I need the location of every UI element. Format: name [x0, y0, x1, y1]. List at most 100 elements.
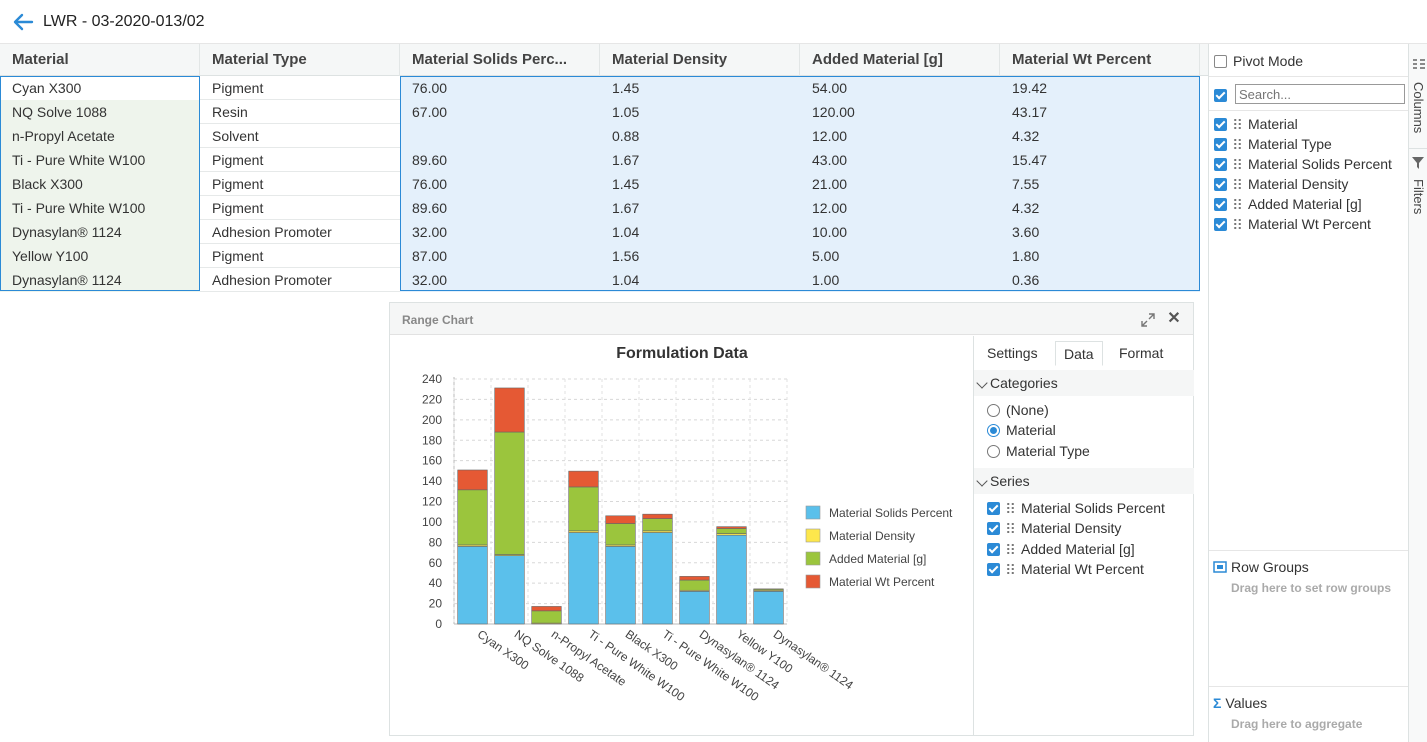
column-header-material[interactable]: Material: [0, 44, 200, 76]
cell-material-type[interactable]: Resin: [212, 104, 248, 120]
cell-material-type[interactable]: Pigment: [212, 152, 264, 168]
cell-wt[interactable]: 15.47: [1000, 148, 1200, 172]
cell-density[interactable]: 1.05: [600, 100, 800, 124]
cell-material[interactable]: Cyan X300: [0, 76, 200, 100]
cell-wt[interactable]: 19.42: [1000, 76, 1200, 100]
cell-material[interactable]: Ti - Pure White W100: [0, 148, 200, 172]
cell-material-type[interactable]: Pigment: [212, 248, 264, 264]
categories-group-header[interactable]: Categories: [974, 370, 1194, 396]
cell-density[interactable]: 1.04: [600, 268, 800, 292]
cell-density[interactable]: 1.04: [600, 220, 800, 244]
cell-added[interactable]: 54.00: [800, 76, 1000, 100]
drag-handle-icon[interactable]: [1233, 198, 1242, 210]
cell-material-type[interactable]: Adhesion Promoter: [212, 224, 332, 240]
cell-material[interactable]: Ti - Pure White W100: [0, 196, 200, 220]
cell-solids[interactable]: 67.00: [400, 100, 600, 124]
drag-handle-icon[interactable]: [1006, 502, 1015, 514]
table-row[interactable]: Ti - Pure White W100 Pigment 89.60 1.67 12.0…: [0, 196, 1200, 220]
series-option[interactable]: Added Material [g]: [987, 541, 1135, 557]
cell-wt[interactable]: 0.36: [1000, 268, 1200, 292]
cell-wt[interactable]: 3.60: [1000, 220, 1200, 244]
tab-format[interactable]: Format: [1119, 345, 1164, 361]
drag-handle-icon[interactable]: [1233, 138, 1242, 150]
columns-side-tab[interactable]: Columns: [1409, 52, 1427, 144]
row-groups-drop-zone[interactable]: Row Groups Drag here to set row groups: [1209, 550, 1409, 686]
cell-added[interactable]: 21.00: [800, 172, 1000, 196]
drag-handle-icon[interactable]: [1233, 178, 1242, 190]
cell-added[interactable]: 1.00: [800, 268, 1000, 292]
cell-solids[interactable]: 89.60: [400, 196, 600, 220]
tab-data[interactable]: Data: [1055, 341, 1103, 366]
cell-density[interactable]: 1.45: [600, 172, 800, 196]
column-toggle-solids[interactable]: Material Solids Percent: [1214, 156, 1392, 172]
table-row[interactable]: Dynasylan® 1124 Adhesion Promoter 32.00 1.0…: [0, 220, 1200, 244]
cell-material[interactable]: NQ Solve 1088: [0, 100, 200, 124]
column-toggle-added[interactable]: Added Material [g]: [1214, 196, 1362, 212]
cell-material-type[interactable]: Pigment: [212, 200, 264, 216]
column-toggle-density[interactable]: Material Density: [1214, 176, 1348, 192]
cell-added[interactable]: 12.00: [800, 196, 1000, 220]
close-icon[interactable]: ✕: [1167, 310, 1181, 327]
column-toggle-material[interactable]: Material: [1214, 116, 1298, 132]
column-header-wt-percent[interactable]: Material Wt Percent: [1000, 44, 1200, 76]
column-header-solids[interactable]: Material Solids Perc...: [400, 44, 600, 76]
cell-solids[interactable]: 87.00: [400, 244, 600, 268]
cell-material[interactable]: Dynasylan® 1124: [0, 220, 200, 244]
series-group-header[interactable]: Series: [974, 468, 1194, 494]
cell-added[interactable]: 120.00: [800, 100, 1000, 124]
column-toggle-material-type[interactable]: Material Type: [1214, 136, 1332, 152]
category-option-material-type[interactable]: Material Type: [987, 443, 1090, 459]
cell-wt[interactable]: 4.32: [1000, 196, 1200, 220]
cell-material[interactable]: Dynasylan® 1124: [0, 268, 200, 292]
cell-solids[interactable]: 89.60: [400, 148, 600, 172]
cell-wt[interactable]: 43.17: [1000, 100, 1200, 124]
drag-handle-icon[interactable]: [1233, 118, 1242, 130]
select-all-columns[interactable]: [1214, 87, 1233, 103]
cell-solids[interactable]: [400, 124, 600, 148]
back-arrow-icon[interactable]: [12, 13, 34, 31]
drag-handle-icon[interactable]: [1006, 563, 1015, 575]
cell-added[interactable]: 12.00: [800, 124, 1000, 148]
cell-density[interactable]: 0.88: [600, 124, 800, 148]
table-row[interactable]: Ti - Pure White W100 Pigment 89.60 1.67 43.0…: [0, 148, 1200, 172]
expand-icon[interactable]: [1140, 312, 1156, 328]
cell-wt[interactable]: 1.80: [1000, 244, 1200, 268]
cell-solids[interactable]: 32.00: [400, 220, 600, 244]
tab-settings[interactable]: Settings: [987, 345, 1038, 361]
cell-material-type[interactable]: Pigment: [212, 80, 264, 96]
category-option-none[interactable]: (None): [987, 402, 1049, 418]
column-search-input[interactable]: [1235, 84, 1405, 104]
cell-density[interactable]: 1.67: [600, 196, 800, 220]
cell-added[interactable]: 5.00: [800, 244, 1000, 268]
series-option[interactable]: Material Density: [987, 520, 1121, 536]
cell-material-type[interactable]: Solvent: [212, 128, 259, 144]
cell-material[interactable]: Black X300: [0, 172, 200, 196]
drag-handle-icon[interactable]: [1233, 158, 1242, 170]
cell-solids[interactable]: 76.00: [400, 172, 600, 196]
cell-solids[interactable]: 76.00: [400, 76, 600, 100]
values-drop-zone[interactable]: Σ Values Drag here to aggregate: [1209, 686, 1409, 742]
column-header-added[interactable]: Added Material [g]: [800, 44, 1000, 76]
column-header-material-type[interactable]: Material Type: [200, 44, 400, 76]
drag-handle-icon[interactable]: [1006, 522, 1015, 534]
column-toggle-wt-percent[interactable]: Material Wt Percent: [1214, 216, 1371, 232]
table-row[interactable]: Dynasylan® 1124 Adhesion Promoter 32.00 1.0…: [0, 268, 1200, 292]
column-header-density[interactable]: Material Density: [600, 44, 800, 76]
category-option-material[interactable]: Material: [987, 422, 1056, 438]
drag-handle-icon[interactable]: [1233, 218, 1242, 230]
cell-material-type[interactable]: Adhesion Promoter: [212, 272, 332, 288]
cell-wt[interactable]: 7.55: [1000, 172, 1200, 196]
cell-density[interactable]: 1.67: [600, 148, 800, 172]
table-row[interactable]: NQ Solve 1088 Resin 67.00 1.05 120.00 43.17: [0, 100, 1200, 124]
table-row[interactable]: Black X300 Pigment 76.00 1.45 21.00 7.55: [0, 172, 1200, 196]
cell-added[interactable]: 10.00: [800, 220, 1000, 244]
series-option[interactable]: Material Wt Percent: [987, 561, 1144, 577]
cell-material[interactable]: Yellow Y100: [0, 244, 200, 268]
table-row[interactable]: Yellow Y100 Pigment 87.00 1.56 5.00 1.80: [0, 244, 1200, 268]
filters-side-tab[interactable]: Filters: [1409, 148, 1427, 228]
cell-added[interactable]: 43.00: [800, 148, 1000, 172]
table-row[interactable]: Cyan X300 Pigment 76.00 1.45 54.00 19.42: [0, 76, 1200, 100]
cell-material-type[interactable]: Pigment: [212, 176, 264, 192]
cell-density[interactable]: 1.56: [600, 244, 800, 268]
cell-density[interactable]: 1.45: [600, 76, 800, 100]
